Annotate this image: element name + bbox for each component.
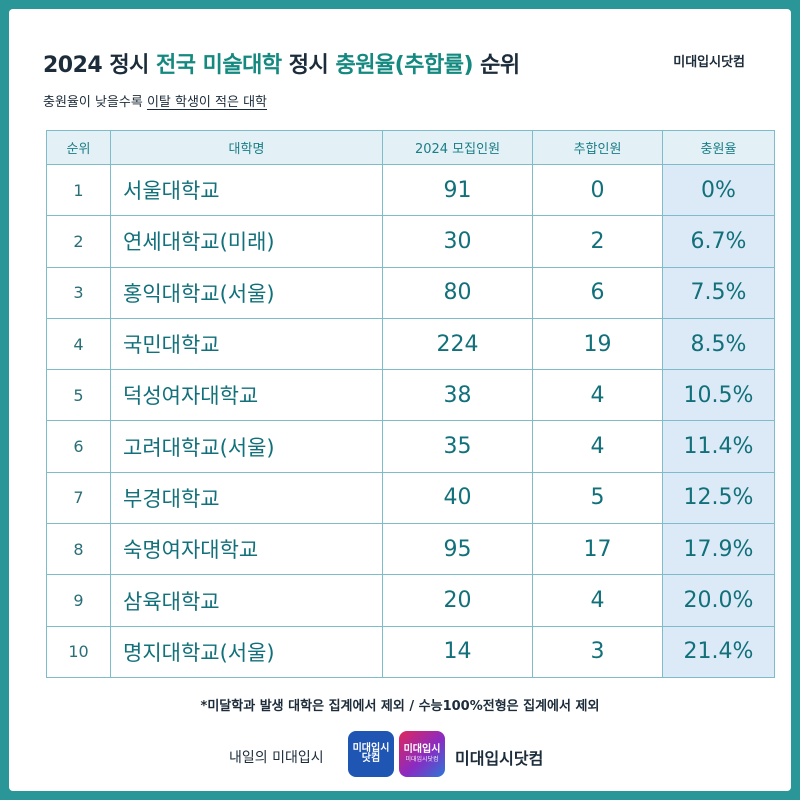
added-cell: 4 (532, 420, 663, 473)
header-added: 추합인원 (532, 130, 663, 165)
logo-text: 미대입시 (352, 742, 390, 754)
brand-label: 미대입시닷컴 (673, 55, 745, 70)
quota-cell: 30 (382, 215, 533, 268)
page-title: 2024 정시 전국 미술대학 정시 충원율(추합률) 순위 (43, 47, 520, 79)
header-university: 대학명 (110, 130, 383, 165)
subtitle-text: 충원율이 낮을수록 (43, 95, 147, 110)
university-cell: 명지대학교(서울) (110, 625, 383, 678)
university-cell: 부경대학교 (110, 471, 383, 525)
logo-text: 미대입시 (403, 743, 441, 755)
quota-cell: 14 (382, 625, 533, 678)
quota-cell: 20 (382, 574, 533, 627)
title-text: 정시 (281, 53, 336, 78)
logo-text: 닷컴 (361, 753, 381, 764)
rank-cell: 1 (46, 163, 111, 217)
rate-cell: 7.5% (662, 266, 775, 319)
title-highlight: 전국 미술대학 (156, 53, 282, 78)
header-quota: 2024 모집인원 (382, 130, 533, 165)
footer-bar: 내일의 미대입시 미대입시 닷컴 미대입시 미대입시닷컴 미대입시닷컴 (9, 731, 791, 779)
subtitle-underlined: 이탈 학생이 적은 대학 (146, 95, 267, 110)
quota-cell: 80 (382, 266, 533, 319)
added-cell: 4 (532, 369, 663, 422)
subtitle: 충원율이 낮을수록 이탈 학생이 적은 대학 (43, 91, 267, 110)
title-text: 순위 (473, 53, 520, 78)
rank-cell: 5 (46, 369, 111, 422)
added-cell: 17 (532, 523, 663, 576)
rate-cell: 6.7% (662, 215, 775, 268)
table-row: 7 부경대학교 40 5 12.5% (46, 471, 775, 525)
table-row: 6 고려대학교(서울) 35 4 11.4% (46, 420, 775, 473)
university-cell: 고려대학교(서울) (110, 420, 383, 473)
tagline: 내일의 미대입시 (229, 750, 324, 766)
rate-cell: 17.9% (662, 523, 775, 576)
added-cell: 4 (532, 574, 663, 627)
university-cell: 삼육대학교 (110, 574, 383, 627)
table-row: 8 숙명여자대학교 95 17 17.9% (46, 523, 775, 576)
added-cell: 3 (532, 625, 663, 678)
university-cell: 덕성여자대학교 (110, 369, 383, 422)
rate-cell: 21.4% (662, 625, 775, 678)
footnote: *미달학과 발생 대학은 집계에서 제외 / 수능100%전형은 집계에서 제외 (200, 699, 600, 714)
header-rank: 순위 (46, 130, 111, 165)
table-row: 4 국민대학교 224 19 8.5% (46, 317, 775, 371)
footer-brand: 미대입시닷컴 (455, 749, 544, 768)
university-cell: 홍익대학교(서울) (110, 266, 383, 319)
university-cell: 서울대학교 (110, 163, 383, 217)
table-row: 3 홍익대학교(서울) 80 6 7.5% (46, 266, 775, 319)
rank-cell: 6 (46, 420, 111, 473)
table-row: 5 덕성여자대학교 38 4 10.5% (46, 369, 775, 422)
logo-subtext: 미대입시닷컴 (405, 756, 439, 764)
university-cell: 숙명여자대학교 (110, 523, 383, 576)
quota-cell: 35 (382, 420, 533, 473)
infographic-card: 2024 정시 전국 미술대학 정시 충원율(추합률) 순위 미대입시닷컴 충원… (9, 9, 791, 791)
rate-cell: 12.5% (662, 471, 775, 525)
table-row: 1 서울대학교 91 0 0% (46, 163, 775, 217)
rate-cell: 20.0% (662, 574, 775, 627)
added-cell: 0 (532, 163, 663, 217)
rate-cell: 0% (662, 163, 775, 217)
brand-logo-gradient: 미대입시 미대입시닷컴 (399, 731, 445, 777)
quota-cell: 38 (382, 369, 533, 422)
added-cell: 2 (532, 215, 663, 268)
rank-cell: 8 (46, 523, 111, 576)
added-cell: 19 (532, 317, 663, 371)
ranking-table: 순위 대학명 2024 모집인원 추합인원 충원율 1 서울대학교 91 0 0… (46, 130, 775, 678)
title-highlight: 충원율(추합률) (335, 53, 474, 78)
title-text: 2024 정시 (43, 53, 157, 78)
quota-cell: 40 (382, 471, 533, 525)
rate-cell: 10.5% (662, 369, 775, 422)
table-row: 10 명지대학교(서울) 14 3 21.4% (46, 625, 775, 678)
rank-cell: 4 (46, 317, 111, 371)
rank-cell: 2 (46, 215, 111, 268)
added-cell: 6 (532, 266, 663, 319)
added-cell: 5 (532, 471, 663, 525)
rank-cell: 7 (46, 471, 111, 525)
university-cell: 국민대학교 (110, 317, 383, 371)
rank-cell: 10 (46, 625, 111, 678)
table-row: 2 연세대학교(미래) 30 2 6.7% (46, 215, 775, 268)
brand-logo-blue: 미대입시 닷컴 (348, 731, 394, 777)
quota-cell: 95 (382, 523, 533, 576)
table-header-row: 순위 대학명 2024 모집인원 추합인원 충원율 (46, 130, 775, 165)
rank-cell: 9 (46, 574, 111, 627)
university-cell: 연세대학교(미래) (110, 215, 383, 268)
rate-cell: 11.4% (662, 420, 775, 473)
table-row: 9 삼육대학교 20 4 20.0% (46, 574, 775, 627)
quota-cell: 91 (382, 163, 533, 217)
quota-cell: 224 (382, 317, 533, 371)
rank-cell: 3 (46, 266, 111, 319)
header-rate: 충원율 (662, 130, 775, 165)
rate-cell: 8.5% (662, 317, 775, 371)
